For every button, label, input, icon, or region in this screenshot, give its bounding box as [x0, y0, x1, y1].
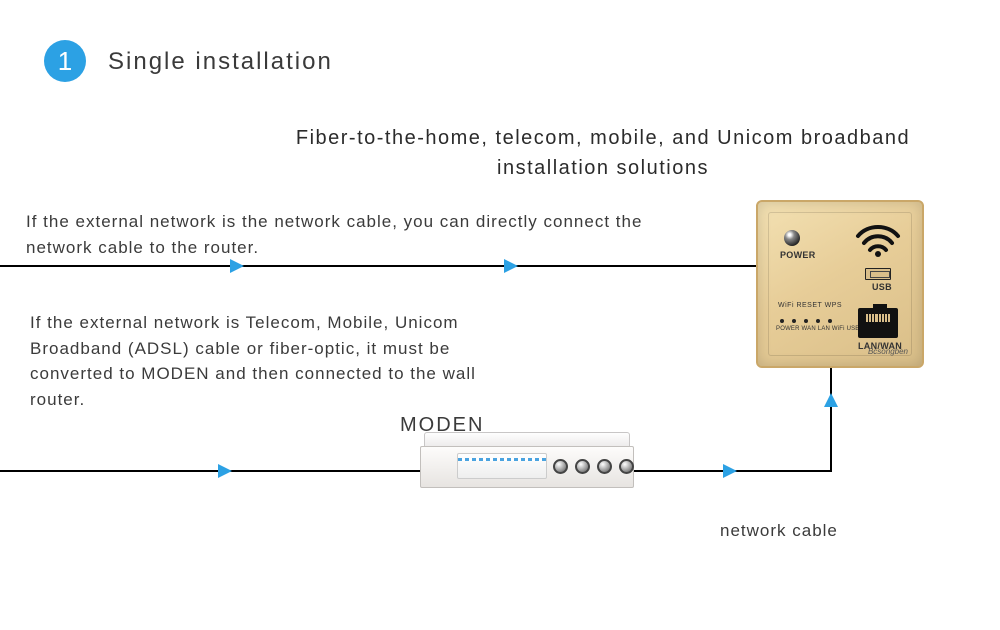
- router-row-labels: WiFi RESET WPS: [778, 302, 842, 309]
- usb-port-icon: [865, 268, 891, 280]
- step-badge: 1: [44, 40, 86, 82]
- router-tiny-labels: POWER WAN LAN WiFi USB: [776, 326, 860, 332]
- path2-cable-line-c: [830, 368, 832, 472]
- path1-description: If the external network is the network c…: [26, 209, 646, 260]
- indicator-dots: [780, 319, 832, 323]
- arrow-icon: [230, 259, 244, 273]
- usb-label: USB: [872, 282, 892, 292]
- wifi-icon: [854, 220, 902, 258]
- power-label: POWER: [780, 250, 816, 260]
- power-button-icon: [784, 230, 800, 246]
- arrow-icon: [824, 393, 838, 407]
- page-title: Single installation: [108, 48, 333, 76]
- path1-cable-line: [0, 265, 756, 267]
- modem-device: [420, 432, 634, 488]
- subtitle: Fiber-to-the-home, telecom, mobile, and …: [278, 123, 928, 183]
- path2-cable-line-a: [0, 470, 420, 472]
- wall-router: POWER USB WiFi RESET WPS POWER WAN LAN W…: [756, 200, 924, 368]
- arrow-icon: [218, 464, 232, 478]
- cable-label: network cable: [720, 521, 838, 541]
- arrow-icon: [504, 259, 518, 273]
- lan-port-icon: [858, 308, 898, 338]
- arrow-icon: [723, 464, 737, 478]
- path2-description: If the external network is Telecom, Mobi…: [30, 310, 490, 412]
- router-brand: Bcsongben: [868, 347, 908, 356]
